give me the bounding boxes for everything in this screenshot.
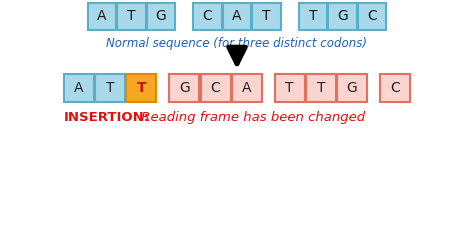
- Text: A: A: [74, 81, 83, 95]
- FancyBboxPatch shape: [223, 3, 251, 30]
- Text: A: A: [97, 9, 107, 24]
- FancyBboxPatch shape: [88, 3, 116, 30]
- FancyBboxPatch shape: [380, 74, 410, 102]
- FancyBboxPatch shape: [252, 3, 281, 30]
- Text: A: A: [232, 9, 242, 24]
- Text: C: C: [367, 9, 377, 24]
- Text: T: T: [106, 81, 114, 95]
- Text: G: G: [179, 81, 190, 95]
- FancyBboxPatch shape: [299, 3, 327, 30]
- FancyBboxPatch shape: [306, 74, 336, 102]
- FancyBboxPatch shape: [126, 74, 156, 102]
- Text: T: T: [317, 81, 325, 95]
- Text: G: G: [337, 9, 348, 24]
- Text: A: A: [242, 81, 251, 95]
- Text: G: G: [155, 9, 166, 24]
- Text: C: C: [202, 9, 212, 24]
- Text: G: G: [346, 81, 357, 95]
- FancyBboxPatch shape: [147, 3, 175, 30]
- FancyBboxPatch shape: [337, 74, 367, 102]
- FancyBboxPatch shape: [95, 74, 125, 102]
- Text: T: T: [127, 9, 136, 24]
- Text: T: T: [137, 81, 146, 95]
- FancyBboxPatch shape: [328, 3, 357, 30]
- Text: T: T: [285, 81, 294, 95]
- Text: C: C: [390, 81, 400, 95]
- FancyBboxPatch shape: [193, 3, 222, 30]
- FancyBboxPatch shape: [64, 74, 94, 102]
- FancyBboxPatch shape: [232, 74, 262, 102]
- FancyBboxPatch shape: [117, 3, 146, 30]
- Text: T: T: [309, 9, 317, 24]
- Text: T: T: [262, 9, 271, 24]
- Text: Reading frame has been changed: Reading frame has been changed: [137, 111, 365, 124]
- FancyBboxPatch shape: [169, 74, 199, 102]
- FancyBboxPatch shape: [358, 3, 386, 30]
- Text: Normal sequence (for three distinct codons): Normal sequence (for three distinct codo…: [107, 37, 367, 50]
- FancyBboxPatch shape: [201, 74, 230, 102]
- Text: C: C: [210, 81, 220, 95]
- FancyBboxPatch shape: [275, 74, 305, 102]
- Text: INSERTION:: INSERTION:: [64, 111, 150, 124]
